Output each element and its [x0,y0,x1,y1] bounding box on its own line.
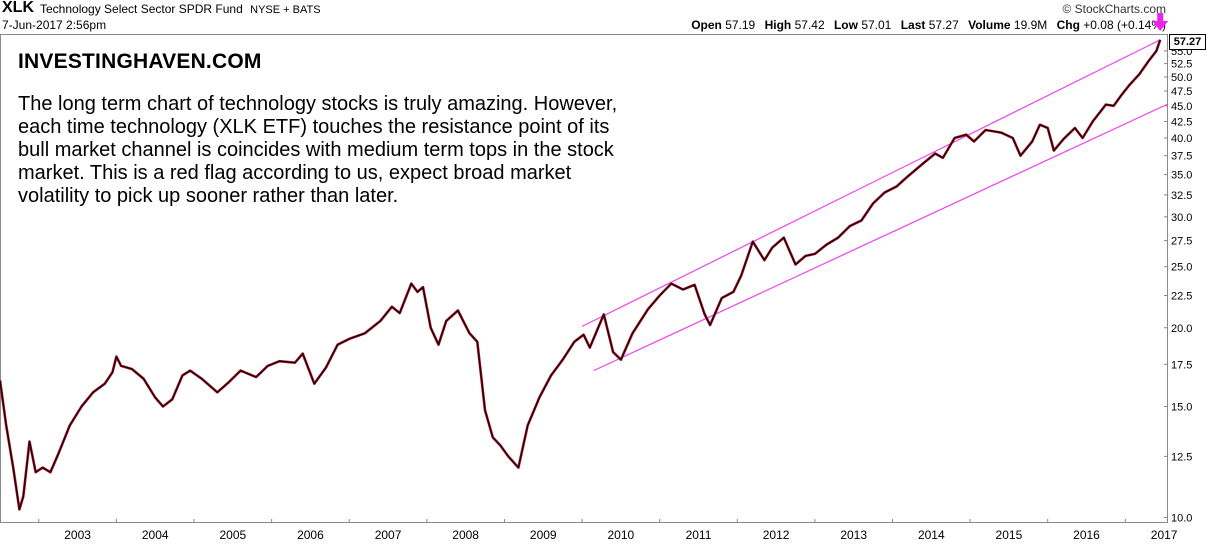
x-tick-label: 2006 [297,528,324,542]
x-tick-label: 2015 [996,528,1023,542]
x-tick-label: 2013 [840,528,867,542]
annotation-text: The long term chart of technology stocks… [18,93,618,207]
y-tick-label: 50.0 [1171,72,1192,84]
price-series [0,39,1162,511]
y-tick-label: 17.5 [1171,359,1192,371]
y-tick-label: 27.5 [1171,236,1192,248]
high-value: 57.42 [794,18,825,32]
y-tick-label: 35.0 [1171,170,1192,182]
x-tick-label: 2012 [763,528,790,542]
x-tick-label: 2016 [1073,528,1100,542]
y-tick-label: 40.0 [1171,133,1192,145]
low-label: Low [833,18,858,32]
arrow-head-icon [1152,21,1169,31]
x-tick-label: 2008 [452,528,479,542]
y-tick-label: 45.0 [1171,101,1192,113]
chg-value: +0.08 (+0.14%) [1083,18,1166,32]
x-tick-label: 2005 [219,528,246,542]
stockcharts-brand: © StockCharts.com [1062,2,1166,16]
fund-name-text: Technology Select Sector SPDR Fund [40,2,243,16]
y-tick-label: 52.5 [1171,59,1192,71]
x-tick-label: 2003 [64,528,91,542]
plot-area [0,34,1168,523]
y-tick-label: 25.0 [1171,262,1192,274]
channel-lines [581,39,1169,372]
x-tick-label: 2017 [1151,528,1178,542]
x-tick-label: 2007 [375,528,402,542]
y-tick-label: 10.0 [1171,512,1192,524]
x-tick-label: 2010 [608,528,635,542]
y-tick-label: 32.5 [1171,190,1192,202]
x-tick-label: 2011 [686,528,712,542]
channel-line-support [593,103,1169,372]
last-price-badge: 57.27 [1169,34,1206,50]
volume-value: 19.9M [1013,18,1048,32]
y-tick-label: 15.0 [1171,401,1192,413]
high-label: High [764,18,792,32]
low-value: 57.01 [861,18,892,32]
quote-stats: Open 57.19 High 57.42 Low 57.01 Last 57.… [685,18,1166,32]
y-tick-label: 12.5 [1171,451,1192,463]
last-price-marker [1152,13,1169,31]
exchange-text: NYSE + BATS [250,4,321,16]
x-tick-label: 2009 [530,528,557,542]
open-label: Open [691,18,722,32]
last-value: 57.27 [928,18,959,32]
x-axis-ticks: 2003 2004 2005 2006 2007 2008 2009 2010 2011 2012… [38,519,1178,542]
arrow-shaft [1157,13,1164,22]
last-label: Last [900,18,926,32]
annotation-title: INVESTINGHAVEN.COM [18,50,262,73]
x-tick-label: 2004 [142,528,169,542]
y-tick-label: 37.5 [1171,151,1192,163]
channel-line-resistance [581,39,1161,327]
x-tick-label: 2014 [918,528,945,542]
quote-datetime: 7-Jun-2017 2:56pm [2,18,107,32]
y-tick-label: 22.5 [1171,291,1192,303]
price-line [0,39,1161,510]
chg-label: Chg [1056,18,1080,32]
y-tick-label: 20.0 [1171,323,1192,335]
y-tick-label: 47.5 [1171,86,1192,98]
y-tick-label: 42.5 [1171,116,1192,128]
fund-name: Technology Select Sector SPDR Fund NYSE … [40,2,321,16]
open-value: 57.19 [725,18,756,32]
y-tick-label: 30.0 [1171,212,1192,224]
ticker-symbol: XLK [2,0,34,16]
chart-header: XLK Technology Select Sector SPDR Fund N… [0,0,1208,34]
volume-label: Volume [968,18,1011,32]
y-axis-ticks: 10.0 12.5 15.0 17.5 20.0 22.5 25.0 27.5 30.0 32.5… [1164,46,1192,524]
